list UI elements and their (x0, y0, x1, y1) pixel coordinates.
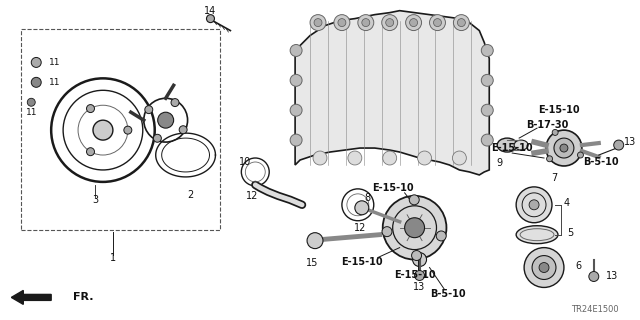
Circle shape (31, 58, 41, 68)
Text: 4: 4 (564, 198, 570, 208)
Circle shape (386, 19, 394, 27)
Circle shape (532, 256, 556, 279)
Polygon shape (295, 11, 489, 175)
Circle shape (310, 15, 326, 31)
Circle shape (529, 200, 539, 210)
Text: 3: 3 (92, 195, 98, 205)
Circle shape (93, 120, 113, 140)
Text: 5: 5 (567, 228, 573, 238)
Circle shape (171, 99, 179, 107)
Circle shape (381, 15, 397, 31)
Circle shape (614, 140, 623, 150)
Bar (21, 28, 220, 230)
Circle shape (290, 134, 302, 146)
Circle shape (338, 19, 346, 27)
Circle shape (358, 15, 374, 31)
Circle shape (406, 15, 422, 31)
Circle shape (429, 15, 445, 31)
Circle shape (314, 19, 322, 27)
Text: E-15-10: E-15-10 (538, 105, 580, 115)
Circle shape (124, 126, 132, 134)
Circle shape (560, 144, 568, 152)
Text: FR.: FR. (73, 292, 93, 302)
Text: 12: 12 (354, 223, 366, 233)
Circle shape (86, 105, 95, 113)
Circle shape (179, 126, 187, 134)
Text: 8: 8 (365, 193, 371, 203)
Text: 15: 15 (306, 258, 318, 268)
Circle shape (546, 130, 582, 166)
Circle shape (481, 44, 493, 56)
Text: 13: 13 (413, 283, 426, 292)
Circle shape (589, 271, 599, 282)
Circle shape (539, 262, 549, 273)
Circle shape (436, 231, 446, 241)
Text: 13: 13 (623, 137, 636, 147)
Circle shape (382, 227, 392, 236)
Circle shape (453, 15, 469, 31)
Circle shape (481, 104, 493, 116)
Circle shape (516, 187, 552, 223)
Text: 11: 11 (49, 58, 61, 67)
Circle shape (383, 151, 397, 165)
Text: 13: 13 (605, 271, 618, 282)
Circle shape (417, 151, 431, 165)
Circle shape (290, 44, 302, 56)
Text: 6: 6 (575, 260, 581, 270)
Text: 7: 7 (551, 173, 557, 183)
Ellipse shape (497, 138, 517, 152)
Circle shape (307, 233, 323, 249)
Circle shape (524, 248, 564, 287)
Circle shape (334, 15, 350, 31)
Circle shape (290, 74, 302, 86)
Circle shape (552, 130, 558, 135)
Circle shape (28, 98, 35, 106)
Text: 11: 11 (26, 108, 37, 117)
Circle shape (481, 134, 493, 146)
Text: 1: 1 (110, 252, 116, 263)
Text: 11: 11 (49, 78, 61, 87)
Circle shape (415, 270, 424, 280)
Text: B-5-10: B-5-10 (429, 289, 465, 300)
Text: 14: 14 (204, 6, 216, 16)
Circle shape (481, 74, 493, 86)
Text: TR24E1500: TR24E1500 (571, 305, 619, 314)
Ellipse shape (516, 226, 558, 244)
Text: 9: 9 (496, 158, 502, 168)
Circle shape (157, 112, 173, 128)
Circle shape (554, 138, 574, 158)
Circle shape (413, 252, 426, 267)
Text: B-5-10: B-5-10 (583, 157, 619, 167)
Circle shape (409, 195, 419, 205)
Text: E-15-10: E-15-10 (492, 143, 533, 153)
Circle shape (412, 251, 422, 260)
Circle shape (410, 19, 417, 27)
Text: B-17-30: B-17-30 (526, 120, 568, 130)
Text: 12: 12 (246, 191, 259, 201)
FancyArrow shape (12, 291, 51, 304)
Circle shape (383, 196, 447, 260)
Circle shape (433, 19, 442, 27)
Circle shape (145, 106, 153, 114)
Circle shape (355, 201, 369, 215)
Circle shape (547, 156, 552, 162)
Text: E-15-10: E-15-10 (341, 257, 383, 267)
Circle shape (86, 148, 95, 156)
Text: 10: 10 (239, 157, 252, 167)
Circle shape (458, 19, 465, 27)
Circle shape (154, 134, 161, 142)
Circle shape (31, 77, 41, 87)
Circle shape (362, 19, 370, 27)
Circle shape (452, 151, 467, 165)
Ellipse shape (514, 140, 528, 150)
Circle shape (313, 151, 327, 165)
Circle shape (207, 15, 214, 23)
Circle shape (404, 218, 424, 238)
Circle shape (348, 151, 362, 165)
Text: E-15-10: E-15-10 (394, 269, 435, 279)
Text: 2: 2 (188, 190, 194, 200)
Circle shape (577, 152, 584, 158)
Circle shape (290, 104, 302, 116)
Text: E-15-10: E-15-10 (372, 183, 413, 193)
